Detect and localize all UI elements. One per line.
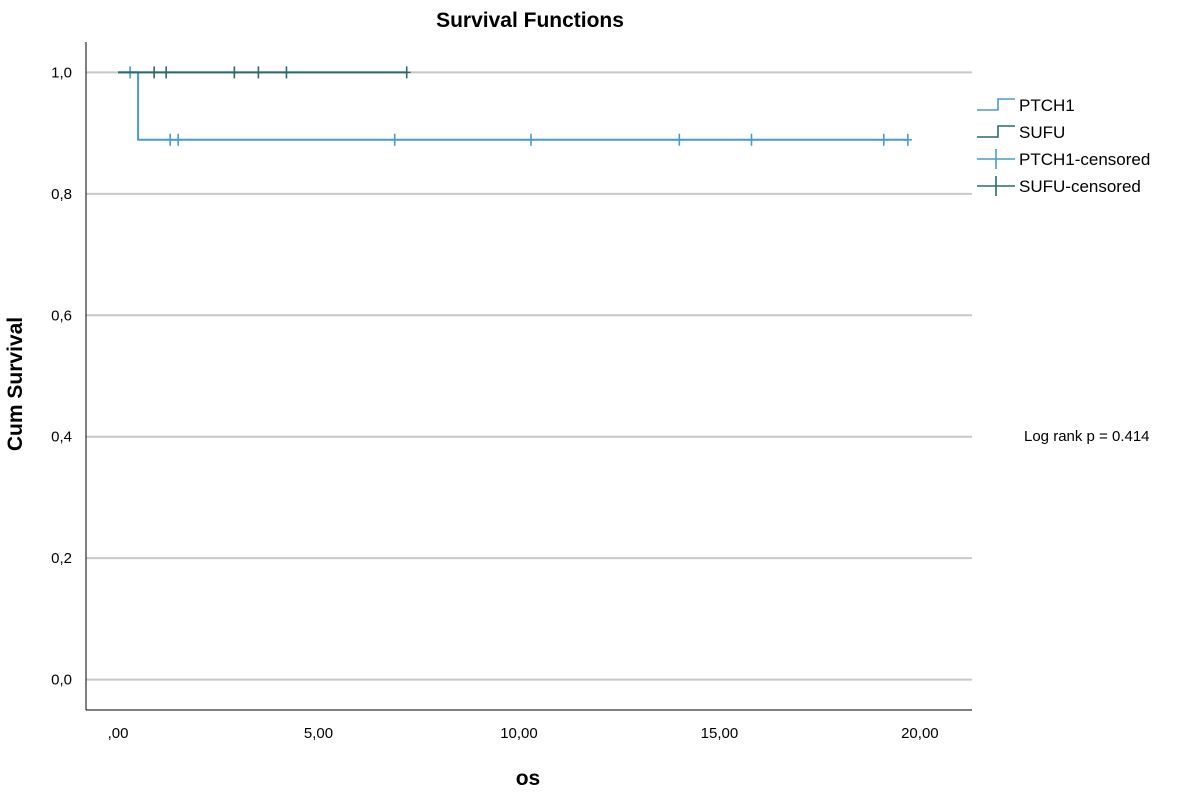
legend-sufu-swatch: [977, 125, 1015, 138]
censor-mark-ptch1: [879, 133, 888, 146]
censor-mark-sufu: [162, 66, 171, 79]
censor-mark-ptch1: [747, 133, 756, 146]
legend-sufu-censored-swatch: [977, 176, 1015, 196]
chart-title: Survival Functions: [436, 9, 624, 32]
x-tick-labels: ,00 5,00 10,00 15,00 20,00: [108, 725, 939, 742]
grid-lines: [86, 71, 972, 681]
y-tick-label: 0,6: [51, 307, 72, 324]
censor-mark-sufu: [150, 66, 159, 79]
x-tick-label: 20,00: [901, 725, 939, 742]
survival-curves: [118, 66, 912, 146]
y-tick-label: 0,2: [51, 550, 72, 567]
censor-mark-ptch1: [174, 133, 183, 146]
y-tick-labels: 0,0 0,2 0,4 0,6 0,8 1,0: [51, 64, 72, 688]
survival-line-ptch1: [118, 71, 908, 141]
censor-mark-ptch1: [390, 133, 399, 146]
legend-ptch1-swatch: [977, 98, 1015, 111]
y-tick-label: 1,0: [51, 64, 72, 81]
x-tick-label: 15,00: [701, 725, 739, 742]
y-tick-label: 0,0: [51, 672, 72, 689]
legend-ptch1-label: PTCH1: [1019, 96, 1075, 115]
legend-ptch1-censored-swatch: [977, 149, 1015, 169]
y-tick-label: 0,4: [51, 429, 72, 446]
x-tick-label: 10,00: [500, 725, 538, 742]
x-tick-label: ,00: [108, 725, 129, 742]
y-tick-label: 0,8: [51, 186, 72, 203]
legend: PTCH1 SUFU PTCH1-censored SUFU-censored: [977, 96, 1150, 196]
censor-mark-ptch1: [166, 133, 175, 146]
censor-mark-ptch1: [527, 133, 536, 146]
legend-ptch1-censored-label: PTCH1-censored: [1019, 150, 1150, 169]
censor-mark-ptch1: [903, 133, 912, 146]
censor-mark-sufu: [254, 66, 263, 79]
censor-mark-sufu: [230, 66, 239, 79]
censor-mark-sufu: [402, 66, 411, 79]
legend-sufu-censored-label: SUFU-censored: [1019, 177, 1141, 196]
censor-mark-ptch1: [675, 133, 684, 146]
y-axis-label: Cum Survival: [4, 317, 27, 451]
x-tick-label: 5,00: [304, 725, 333, 742]
censor-mark-sufu: [282, 66, 291, 79]
legend-sufu-label: SUFU: [1019, 123, 1065, 142]
x-axis-label: os: [516, 767, 541, 790]
log-rank-annotation: Log rank p = 0.414: [1024, 428, 1150, 445]
